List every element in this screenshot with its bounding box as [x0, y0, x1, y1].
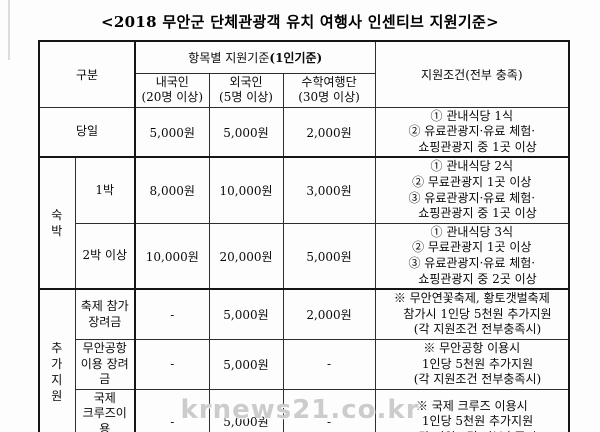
header-criteria-unit: (1인기준)	[269, 50, 323, 65]
cell-condition: ※ 무안연꽃축제, 황토갯벌축제 참가시 1인당 5천원 추가지원 (각 지원조…	[374, 288, 570, 341]
scan-artifact	[8, 0, 10, 60]
cell-category: 2박 이상	[74, 222, 136, 291]
header-condition: 지원조건(전부 충족)	[374, 40, 570, 108]
cell-domestic: 5,000원	[134, 106, 210, 159]
cell-category: 당일	[38, 106, 136, 159]
cell-foreign: 20,000원	[208, 222, 284, 291]
header-criteria: 항목별 지원기준(1인기준)	[134, 40, 376, 74]
table-row-festival: 추 가 지 원 축제 참가 장려금 - 5,000원 2,000원 ※ 무안연꽃…	[38, 288, 570, 432]
subheader-school: 수학여행단 (30명 이상)	[282, 72, 376, 108]
watermark: krnews21.co.kr	[180, 395, 420, 425]
cell-domestic: -	[134, 388, 210, 432]
cell-condition: ① 관내식당 3식 ② 무료관광지 1곳 이상 ③ 유료관광지·유료 체험· 쇼…	[374, 222, 570, 291]
subheader-foreign: 외국인 (5명 이상)	[208, 72, 284, 108]
table-row-dayonly: 당일 5,000원 5,000원 2,000원 ① 관내식당 1식 ② 유료관광…	[38, 106, 570, 159]
cell-condition: ※ 무안공항 이용시 1인당 5천원 추가지원 (각 지원조건 전부충족시)	[374, 339, 570, 390]
cell-category: 1박	[74, 156, 136, 224]
header-row-2: 내국인 (20명 이상) 외국인 (5명 이상) 수학여행단 (30명 이상)	[39, 72, 569, 108]
cell-foreign: 10,000원	[208, 156, 284, 224]
cell-school: 2,000원	[282, 288, 376, 341]
incentive-table: 구분 항목별 지원기준(1인기준) 지원조건(전부 충족) 내국인 (20명 이…	[38, 40, 571, 432]
cell-foreign: 5,000원	[208, 339, 284, 390]
cell-school: -	[282, 388, 376, 432]
header-category: 구분	[38, 40, 136, 108]
page-title: <2018 무안군 단체관광객 유치 여행사 인센티브 지원기준>	[101, 13, 499, 31]
cell-category: 무안공항 이용 장려금	[74, 339, 136, 390]
cell-school: 2,000원	[282, 106, 376, 159]
table-row-cruise: 국제 크루즈이용 장려금 - 5,000원 - ※ 국제 크루즈 이용시 1인당…	[39, 388, 570, 432]
cell-category: 국제 크루즈이용 장려금	[74, 388, 136, 432]
cell-category: 축제 참가 장려금	[74, 288, 136, 341]
header-criteria-title: 항목별 지원기준	[188, 50, 270, 65]
cell-school: 5,000원	[282, 222, 376, 291]
table-row-2nights: 2박 이상 10,000원 20,000원 5,000원 ① 관내식당 3식 ②…	[39, 222, 570, 291]
cell-domestic: 10,000원	[134, 222, 210, 291]
group-lodging: 숙 박	[38, 156, 76, 291]
cell-school: 3,000원	[282, 156, 376, 224]
cell-domestic: -	[134, 339, 210, 390]
table-row-airport: 무안공항 이용 장려금 - 5,000원 - ※ 무안공항 이용시 1인당 5천…	[39, 339, 570, 390]
cell-condition: ① 관내식당 2식 ② 무료관광지 1곳 이상 ③ 유료관광지·유료 체험· 쇼…	[374, 156, 570, 224]
cell-domestic: 8,000원	[134, 156, 210, 224]
cell-school: -	[282, 339, 376, 390]
cell-foreign: 5,000원	[208, 388, 284, 432]
cell-foreign: 5,000원	[208, 106, 284, 159]
cell-condition: ※ 국제 크루즈 이용시 1인당 5천원 추가지원 (각 지원조건 전부충족시)	[374, 388, 570, 432]
cell-foreign: 5,000원	[208, 288, 284, 341]
subheader-domestic: 내국인 (20명 이상)	[134, 72, 210, 108]
header-row-1: 구분 항목별 지원기준(1인기준) 지원조건(전부 충족)	[38, 40, 570, 108]
cell-domestic: -	[134, 288, 210, 341]
cell-condition: ① 관내식당 1식 ② 유료관광지·유료 체험· 쇼핑관광지 중 1곳 이상	[374, 106, 570, 159]
table-row-1night: 숙 박 1박 8,000원 10,000원 3,000원 ① 관내식당 2식 ②…	[38, 156, 570, 291]
